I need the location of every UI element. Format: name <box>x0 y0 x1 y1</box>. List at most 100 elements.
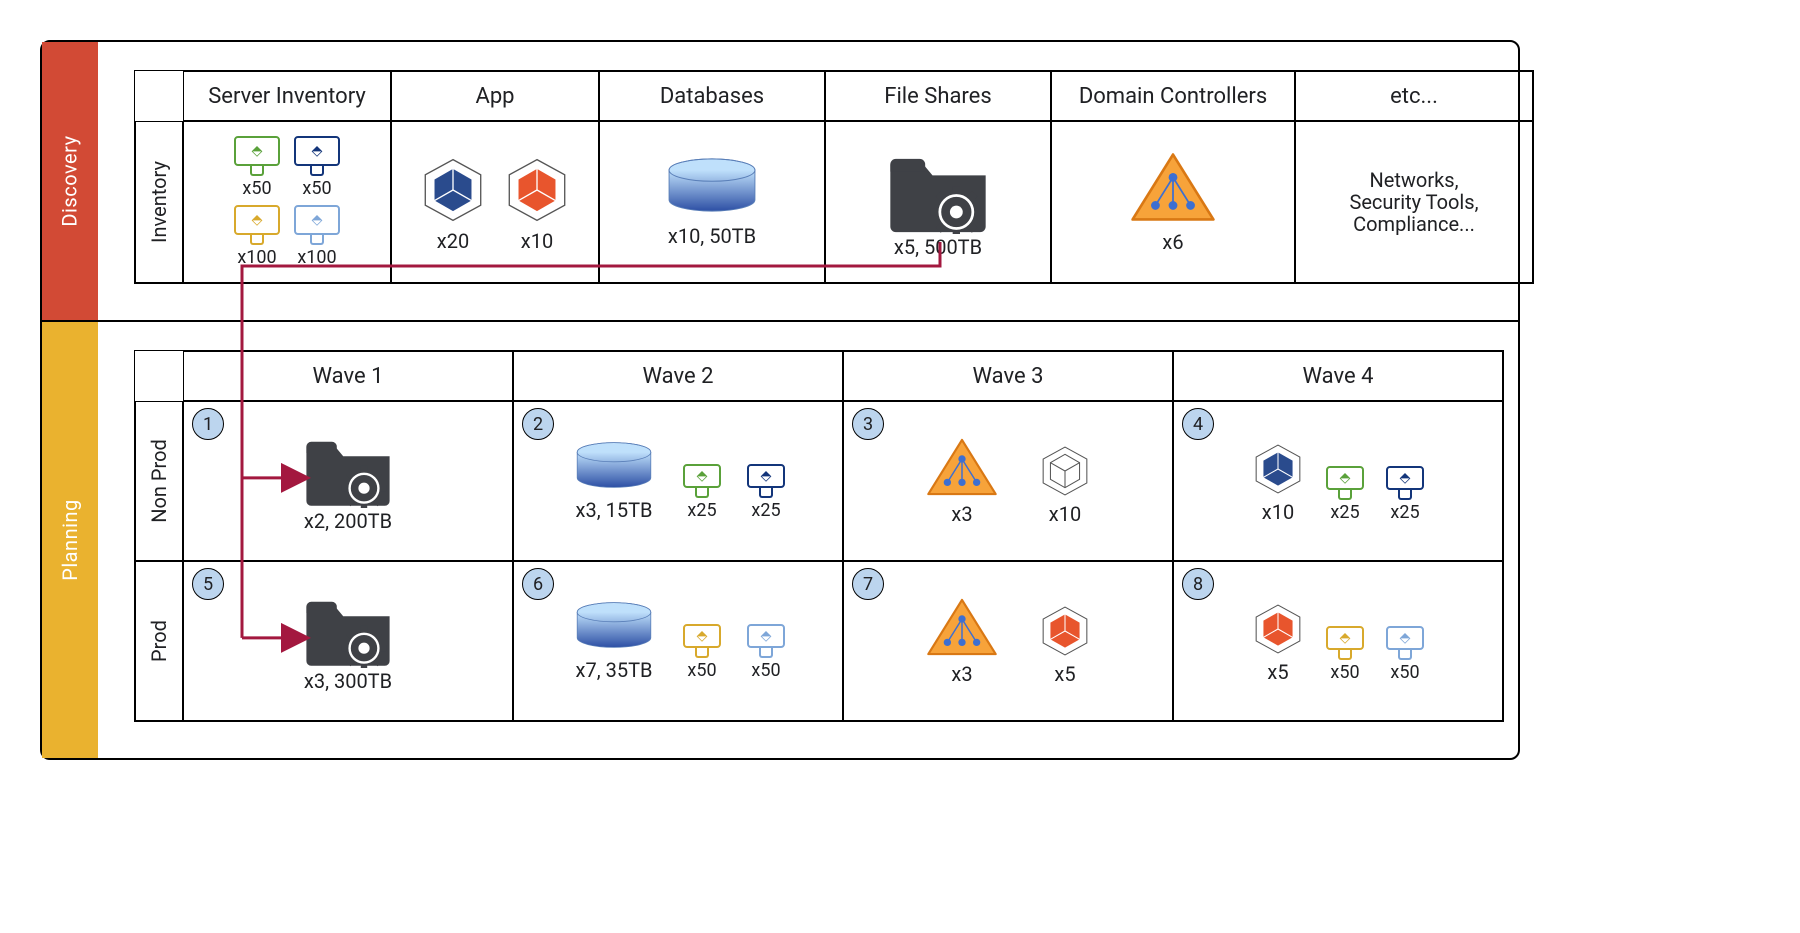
planning-cell: 1 x2, 200TB <box>183 401 513 561</box>
dc-caption: x3 <box>951 503 972 525</box>
server-monitor-icon: ⬘ <box>683 464 721 498</box>
step-number: 7 <box>863 574 873 595</box>
step-badge: 2 <box>522 408 554 440</box>
app-cube-icon <box>1252 599 1304 659</box>
wave-header-text: Wave 4 <box>1303 364 1374 389</box>
wave-header-text: Wave 2 <box>643 364 714 389</box>
server-monitor-icon: ⬘ <box>234 205 280 245</box>
server-count: x25 <box>1390 502 1419 523</box>
database-icon <box>571 441 657 489</box>
step-number: 8 <box>1193 574 1203 595</box>
app-cube-icon <box>420 152 486 228</box>
server-count: x100 <box>237 247 276 268</box>
server-monitor-icon: ⬘ <box>683 624 721 658</box>
server-monitor-icon: ⬘ <box>1386 626 1424 660</box>
server-monitor-icon: ⬘ <box>294 136 340 176</box>
app-count: x10 <box>521 230 553 252</box>
discovery-col-header: Databases <box>599 71 825 121</box>
wave-header-text: Wave 3 <box>973 364 1044 389</box>
server-count: x50 <box>242 178 271 199</box>
planning-cell: 3 x3 x10 <box>843 401 1173 561</box>
row-label-text: Inventory <box>147 161 171 243</box>
wave-header: Wave 2 <box>513 351 843 401</box>
server-count: x25 <box>1330 502 1359 523</box>
phase-planning: Planning Wave 1 Wave 2 Wave 3 Wave 4 Non Pro… <box>42 320 1518 758</box>
server-count: x50 <box>1390 662 1419 683</box>
step-number: 4 <box>1193 414 1203 435</box>
discovery-cell: x5, 500TB <box>825 121 1051 283</box>
domain-controller-icon <box>1129 151 1217 223</box>
domain-controller-icon <box>925 597 999 657</box>
step-number: 5 <box>203 574 213 595</box>
planning-cell: 2 x3, 15TB ⬘ x25 ⬘ x25 <box>513 401 843 561</box>
app-count: x20 <box>437 230 469 252</box>
planning-body: Wave 1 Wave 2 Wave 3 Wave 4 Non Prod 1 x2, 20… <box>98 322 1540 758</box>
app-count: x5 <box>1267 661 1288 683</box>
header-text: etc... <box>1390 84 1438 109</box>
phase-discovery-label-text: Discovery <box>58 135 82 226</box>
step-number: 2 <box>533 414 543 435</box>
etc-caption: Networks, Security Tools, Compliance... <box>1349 169 1478 235</box>
server-count: x50 <box>302 178 331 199</box>
phase-discovery: Discovery Server Inventory App Databases Fi… <box>42 42 1518 320</box>
domain-controller-icon <box>925 437 999 497</box>
migration-diagram: Discovery Server Inventory App Databases Fi… <box>40 40 1520 760</box>
step-number: 3 <box>863 414 873 435</box>
discovery-col-header: File Shares <box>825 71 1051 121</box>
dc-caption: x6 <box>1162 231 1183 253</box>
corner-blank <box>135 71 183 121</box>
server-monitor-icon: ⬘ <box>294 205 340 245</box>
dc-caption: x3 <box>951 663 972 685</box>
server-monitor-icon: ⬘ <box>1386 466 1424 500</box>
discovery-col-header: Domain Controllers <box>1051 71 1295 121</box>
wave-header: Wave 4 <box>1173 351 1503 401</box>
planning-cell: 8 x5 ⬘ x50 ⬘ x50 <box>1173 561 1503 721</box>
server-count: x100 <box>297 247 336 268</box>
server-monitor-icon: ⬘ <box>1326 626 1364 660</box>
header-text: App <box>475 84 514 109</box>
discovery-col-header: Server Inventory <box>183 71 391 121</box>
discovery-table: Server Inventory App Databases File Shares D… <box>134 70 1534 284</box>
discovery-cell: x10, 50TB <box>599 121 825 283</box>
server-monitor-icon: ⬘ <box>234 136 280 176</box>
database-icon <box>662 157 762 213</box>
server-count: x50 <box>1330 662 1359 683</box>
discovery-cell: x20 x10 <box>391 121 599 283</box>
database-icon <box>571 601 657 649</box>
corner-blank <box>135 351 183 401</box>
wave-header: Wave 3 <box>843 351 1173 401</box>
phase-planning-label-text: Planning <box>58 499 82 581</box>
planning-cell: 5 x3, 300TB <box>183 561 513 721</box>
planning-row-label: Non Prod <box>135 401 183 561</box>
app-cube-icon <box>1039 441 1091 501</box>
header-text: Server Inventory <box>208 84 366 109</box>
step-badge: 6 <box>522 568 554 600</box>
header-text: Databases <box>660 84 764 109</box>
planning-table: Wave 1 Wave 2 Wave 3 Wave 4 Non Prod 1 x2, 20… <box>134 350 1504 722</box>
app-count: x10 <box>1262 501 1294 523</box>
step-number: 1 <box>203 414 213 435</box>
server-count: x25 <box>751 500 780 521</box>
fileshare-caption: x5, 500TB <box>894 236 982 258</box>
discovery-body: Server Inventory App Databases File Shares D… <box>98 42 1570 320</box>
server-count: x25 <box>687 500 716 521</box>
fileshare-icon <box>300 590 396 668</box>
phase-planning-label: Planning <box>42 322 98 758</box>
planning-cell: 4 x10 ⬘ x25 ⬘ x25 <box>1173 401 1503 561</box>
phase-discovery-label: Discovery <box>42 42 98 320</box>
server-monitor-icon: ⬘ <box>1326 466 1364 500</box>
server-count: x50 <box>751 660 780 681</box>
wave-header: Wave 1 <box>183 351 513 401</box>
step-badge: 7 <box>852 568 884 600</box>
app-count: x5 <box>1054 663 1075 685</box>
db-caption: x7, 35TB <box>576 659 653 681</box>
db-caption: x10, 50TB <box>668 225 756 247</box>
step-badge: 4 <box>1182 408 1214 440</box>
app-count: x10 <box>1049 503 1081 525</box>
row-label-text: Non Prod <box>147 439 171 523</box>
server-monitor-icon: ⬘ <box>747 624 785 658</box>
app-cube-icon <box>504 152 570 228</box>
discovery-cell: ⬘ x50 ⬘ x50 ⬘ x100 ⬘ x100 <box>183 121 391 283</box>
header-text: File Shares <box>884 84 991 109</box>
discovery-row-label: Inventory <box>135 121 183 283</box>
